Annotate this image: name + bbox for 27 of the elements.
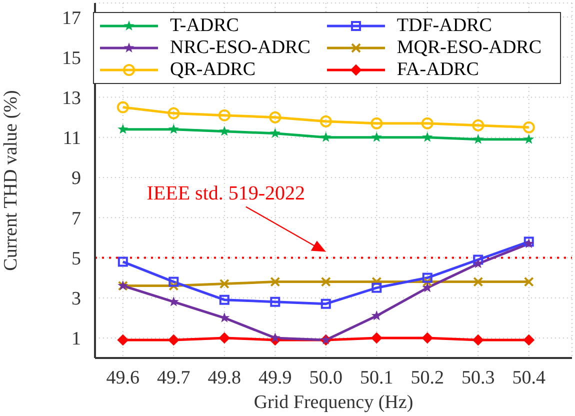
y-tick-label: 3 [72,288,81,310]
x-tick-label: 49.7 [157,367,190,388]
y-tick-label: 17 [62,8,81,29]
y-tick-label: 11 [62,128,81,150]
y-tick-label: 1 [72,328,81,350]
y-tick-label: 7 [72,208,81,230]
legend-label: NRC-ESO-ADRC [170,37,310,59]
x-tick-label: 50.2 [410,367,444,388]
y-tick-label: 13 [62,88,81,110]
y-tick-label: 15 [62,48,81,69]
y-tick-label: 9 [72,168,81,190]
x-tick-label: 49.9 [258,367,292,388]
legend-label: FA-ADRC [396,59,479,81]
legend-label: TDF-ADRC [396,15,492,37]
annotation: IEEE std. 519-2022 [146,182,306,205]
x-tick-label: 49.8 [208,367,242,388]
x-tick-label: 49.6 [106,367,140,388]
legend-label: T-ADRC [170,15,239,37]
x-tick-label: 50.0 [309,367,343,388]
x-axis-title: Grid Frequency (Hz) [254,392,414,413]
x-tick-label: 50.4 [512,367,546,388]
legend-label: MQR-ESO-ADRC [396,37,542,59]
y-tick-label: 5 [72,248,81,270]
legend-label: QR-ADRC [170,59,256,81]
x-tick-label: 50.3 [461,367,495,388]
x-tick-label: 50.1 [360,367,394,388]
y-axis-title: Current THD value (%) [0,90,22,271]
